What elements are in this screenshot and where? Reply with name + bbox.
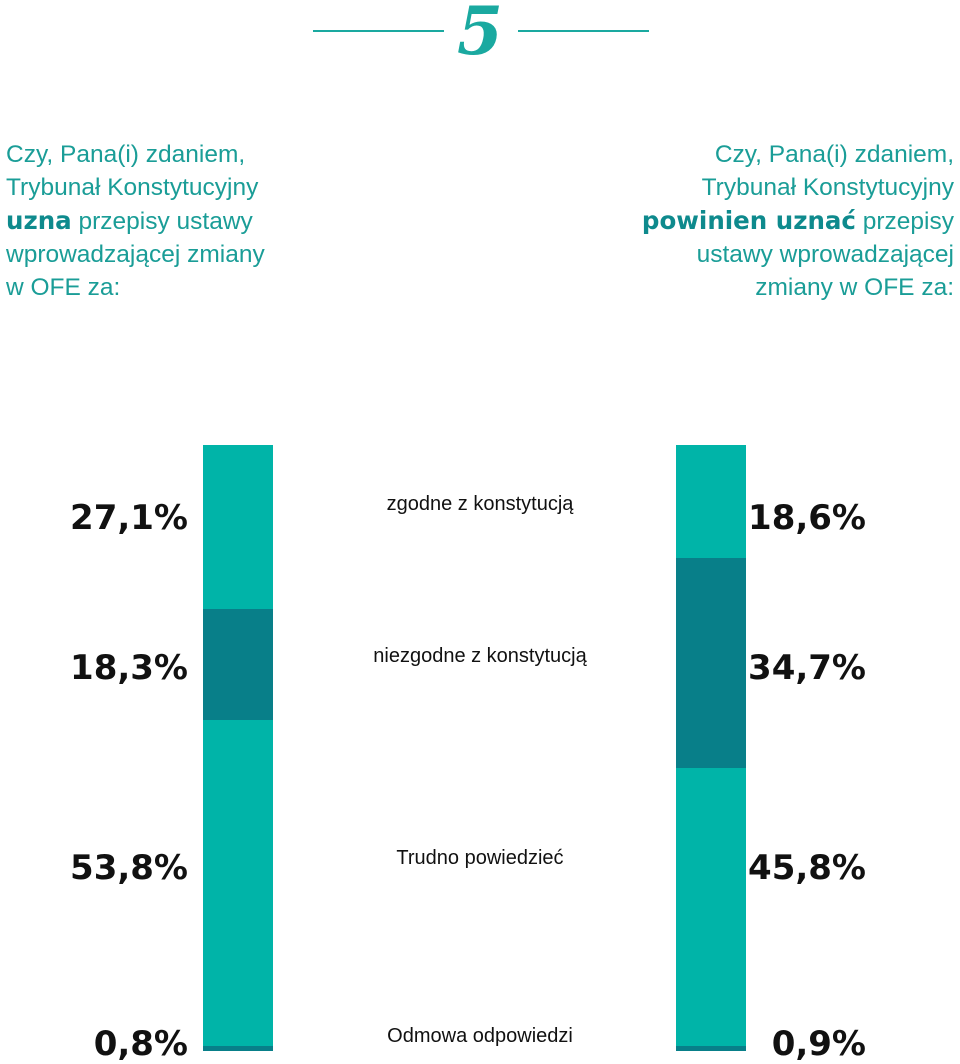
question-left-line-3: uzna przepisy ustawy [6,204,326,238]
question-right-line-3: powinien uznać przepisy [574,204,954,238]
bar-right-segment-niezgodne [676,557,746,768]
pct-right-odmowa: 0,9% [771,1024,866,1064]
question-right-line-1: Czy, Pana(i) zdaniem, [714,141,954,168]
pct-left-odmowa: 0,8% [93,1024,188,1064]
bar-left-segment-zgodne [203,445,273,610]
question-right-line-2: Trybunał Konstytucyjny [701,174,954,201]
question-right-line-5: zmiany w OFE za: [755,274,954,301]
category-odmowa: Odmowa odpowiedzi [387,1025,573,1047]
stacked-bar-left [203,445,273,1051]
category-niezgodne: niezgodne z konstytucją [373,645,587,667]
question-left-line-2: Trybunał Konstytucyjny [6,174,259,201]
question-left-line-5: w OFE za: [6,274,121,301]
pct-left-zgodne: 27,1% [70,498,188,538]
pct-left-trudno: 53,8% [70,848,188,888]
bar-right-segment-trudno [676,767,746,1046]
pct-right-niezgodne: 34,7% [748,648,866,688]
question-left-emphasis: uzna [6,206,72,235]
question-left-line-1: Czy, Pana(i) zdaniem, [6,141,246,168]
bar-right-segment-odmowa [676,1045,746,1051]
bar-right-segment-zgodne [676,445,746,558]
category-trudno: Trudno powiedzieć [396,847,564,869]
pct-right-zgodne: 18,6% [748,498,866,538]
question-right-emphasis: powinien uznać [641,206,856,235]
pct-right-trudno: 45,8% [748,848,866,888]
bar-left-segment-odmowa [203,1046,273,1051]
category-zgodne: zgodne z konstytucją [386,493,574,515]
question-number: 5 [457,0,503,70]
question-right: Czy, Pana(i) zdaniem, Trybunał Konstytuc… [574,138,954,304]
question-right-line-3-rest: przepisy [855,208,954,235]
question-left-line-3-rest: przepisy ustawy [71,208,253,235]
question-left: Czy, Pana(i) zdaniem, Trybunał Konstytuc… [6,138,326,304]
pct-left-niezgodne: 18,3% [70,648,188,688]
header-rule-right [518,30,649,32]
bar-left-segment-niezgodne [203,609,273,721]
question-right-line-4: ustawy wprowadzającej [696,241,954,268]
question-left-line-4: wprowadzającej zmiany [6,241,265,268]
header-rule-left [313,30,444,32]
bar-left-segment-trudno [203,720,273,1047]
stacked-bar-right [676,445,746,1051]
